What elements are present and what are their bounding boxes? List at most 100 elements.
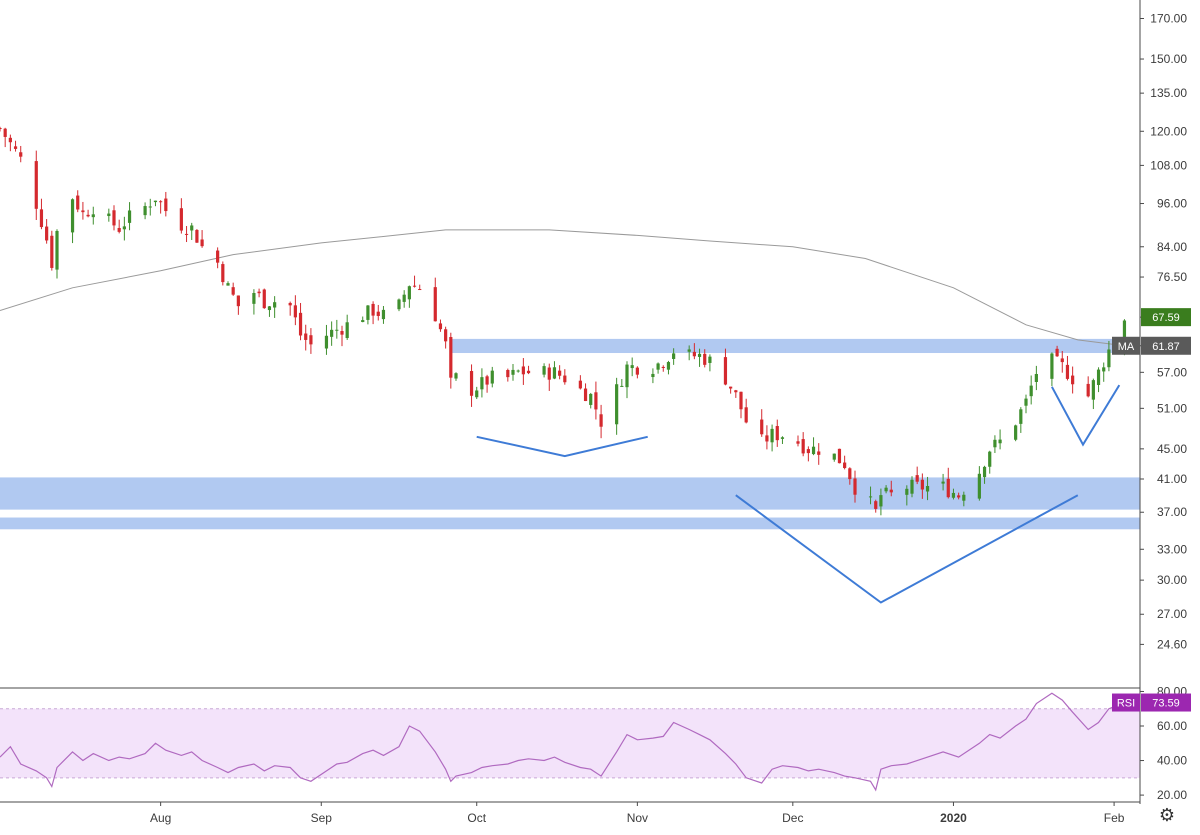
candle-body[interactable] <box>1065 364 1070 379</box>
candle-body[interactable] <box>412 285 417 287</box>
candle-body[interactable] <box>293 305 297 318</box>
candle-body[interactable] <box>143 206 147 216</box>
candle-body[interactable] <box>589 393 593 405</box>
candle-body[interactable] <box>988 451 992 467</box>
candle-body[interactable] <box>1096 369 1101 385</box>
candle-body[interactable] <box>506 370 510 378</box>
candle-body[interactable] <box>490 370 494 384</box>
candle-body[interactable] <box>817 451 821 455</box>
candle-body[interactable] <box>236 295 240 307</box>
candle-body[interactable] <box>962 494 966 501</box>
candle-body[interactable] <box>739 391 743 410</box>
candle-body[interactable] <box>184 233 189 235</box>
zone-0[interactable] <box>450 338 1135 354</box>
candle-body[interactable] <box>905 488 909 495</box>
candle-body[interactable] <box>941 481 945 484</box>
candle-body[interactable] <box>381 309 386 320</box>
candle-body[interactable] <box>998 439 1002 444</box>
candle-body[interactable] <box>407 286 411 300</box>
candle-body[interactable] <box>951 492 956 498</box>
candle-body[interactable] <box>697 353 702 357</box>
candle-body[interactable] <box>666 362 671 370</box>
candle-body[interactable] <box>672 353 676 359</box>
candle-body[interactable] <box>651 373 655 378</box>
candle-body[interactable] <box>469 371 474 396</box>
candle-body[interactable] <box>801 439 805 454</box>
candle-body[interactable] <box>153 200 158 203</box>
candle-body[interactable] <box>630 365 634 369</box>
candle-body[interactable] <box>1050 353 1054 379</box>
pattern-line-1[interactable] <box>735 494 1079 604</box>
candle-body[interactable] <box>475 390 479 398</box>
candle-body[interactable] <box>397 299 401 310</box>
candle-body[interactable] <box>159 201 163 203</box>
candle-body[interactable] <box>39 209 44 228</box>
candle-body[interactable] <box>982 466 987 478</box>
candle-body[interactable] <box>433 287 437 322</box>
candle-body[interactable] <box>335 329 339 331</box>
candle-body[interactable] <box>594 392 598 410</box>
candle-body[interactable] <box>226 283 230 286</box>
candle-body[interactable] <box>868 496 873 498</box>
candle-body[interactable] <box>635 367 639 375</box>
candle-body[interactable] <box>127 210 132 223</box>
candle-body[interactable] <box>552 367 557 379</box>
candle-body[interactable] <box>480 377 484 390</box>
candle-body[interactable] <box>55 230 59 270</box>
candle-body[interactable] <box>879 495 883 507</box>
candle-body[interactable] <box>780 437 785 439</box>
candle-body[interactable] <box>920 479 924 490</box>
candle-body[interactable] <box>179 208 183 231</box>
candle-body[interactable] <box>723 357 728 385</box>
candle-body[interactable] <box>345 322 349 339</box>
candle-body[interactable] <box>216 250 220 263</box>
candle-body[interactable] <box>734 390 738 393</box>
candle-body[interactable] <box>81 210 85 213</box>
candle-body[interactable] <box>449 337 453 378</box>
candle-body[interactable] <box>148 206 152 208</box>
candle-body[interactable] <box>34 161 38 209</box>
candle-body[interactable] <box>19 152 23 157</box>
candle-body[interactable] <box>744 407 748 423</box>
candle-body[interactable] <box>371 303 375 316</box>
candle-body[interactable] <box>298 312 303 336</box>
candle-body[interactable] <box>122 226 126 230</box>
candle-body[interactable] <box>796 441 800 444</box>
candle-body[interactable] <box>1071 375 1075 385</box>
candle-body[interactable] <box>708 356 712 363</box>
candle-body[interactable] <box>703 353 707 365</box>
candle-body[interactable] <box>1055 348 1059 357</box>
candle-body[interactable] <box>957 495 961 498</box>
candle-body[interactable] <box>86 214 90 217</box>
candle-body[interactable] <box>843 462 847 469</box>
candle-body[interactable] <box>273 302 277 308</box>
candle-body[interactable] <box>50 235 54 268</box>
candle-body[interactable] <box>884 487 888 492</box>
candle-body[interactable] <box>620 385 624 387</box>
candle-body[interactable] <box>1086 383 1090 397</box>
candle-body[interactable] <box>656 363 660 370</box>
candle-body[interactable] <box>925 485 930 492</box>
candle-body[interactable] <box>1091 380 1095 400</box>
candle-body[interactable] <box>977 473 981 499</box>
candle-body[interactable] <box>765 435 769 442</box>
candle-body[interactable] <box>910 479 914 494</box>
candle-body[interactable] <box>485 376 489 385</box>
candle-body[interactable] <box>91 214 95 218</box>
zone-2[interactable] <box>0 517 1140 530</box>
candle-body[interactable] <box>832 453 836 460</box>
candle-body[interactable] <box>252 292 256 304</box>
pattern-line-2[interactable] <box>1051 384 1121 447</box>
candle-body[interactable] <box>112 210 116 226</box>
candle-body[interactable] <box>1029 385 1033 397</box>
candle-body[interactable] <box>190 225 194 231</box>
candle-body[interactable] <box>200 239 204 247</box>
zone-1[interactable] <box>0 477 1140 510</box>
candle-body[interactable] <box>729 386 733 389</box>
candle-body[interactable] <box>1024 398 1028 406</box>
candle-body[interactable] <box>599 414 603 427</box>
pattern-line-0[interactable] <box>476 435 648 458</box>
candle-body[interactable] <box>526 370 531 374</box>
candle-body[interactable] <box>117 227 121 232</box>
candle-body[interactable] <box>874 501 878 509</box>
